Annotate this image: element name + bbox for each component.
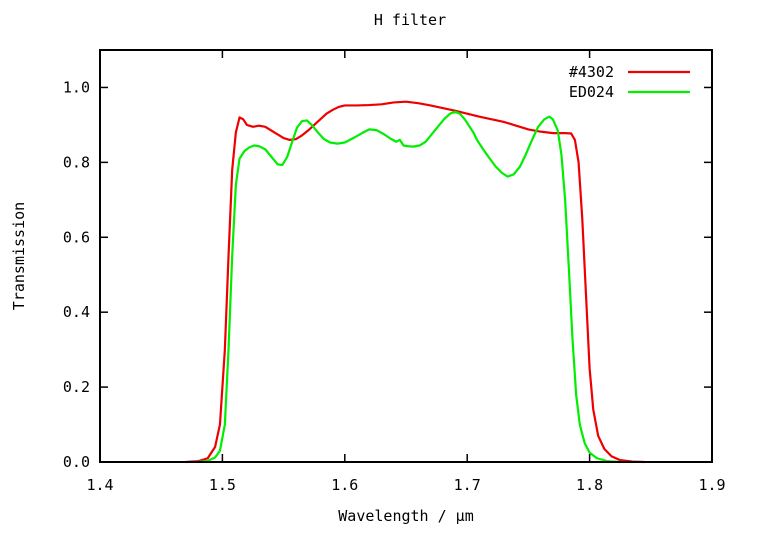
x-tick-label: 1.4 <box>86 476 113 494</box>
y-tick-label: 0.2 <box>63 378 90 396</box>
y-tick-label: 0.8 <box>63 153 90 171</box>
ticks-layer: 1.4 1.5 1.6 1.7 1.8 1.9 0.0 0.2 0.4 0.6 0.8 1.0 <box>63 50 726 494</box>
y-tick-label: 0.0 <box>63 453 90 471</box>
y-axis-label: Transmission <box>10 202 28 310</box>
plot-frame <box>99 49 713 463</box>
y-tick-label: 1.0 <box>63 78 90 96</box>
y-tick-label: 0.4 <box>63 303 90 321</box>
legend-label-1: ED024 <box>569 83 614 101</box>
x-tick-label: 1.8 <box>576 476 603 494</box>
x-tick-label: 1.5 <box>209 476 236 494</box>
series-line-1 <box>197 110 621 464</box>
x-tick-label: 1.9 <box>698 476 725 494</box>
plot-area: 1.4 1.5 1.6 1.7 1.8 1.9 0.0 0.2 0.4 0.6 0.8 1.0 <box>63 49 726 494</box>
x-tick-label: 1.6 <box>331 476 358 494</box>
y-tick-label: 0.6 <box>63 228 90 246</box>
chart-title: H filter <box>374 11 446 29</box>
x-axis-label: Wavelength / µm <box>338 507 473 525</box>
legend: #4302 ED024 <box>569 63 690 101</box>
series-line-0 <box>185 100 645 464</box>
x-tick-label: 1.7 <box>454 476 481 494</box>
series-layer <box>185 100 645 464</box>
legend-label-0: #4302 <box>569 63 614 81</box>
